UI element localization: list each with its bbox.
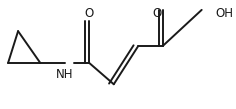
Text: OH: OH <box>215 7 233 20</box>
Text: NH: NH <box>56 68 74 81</box>
Text: O: O <box>85 7 94 20</box>
Text: O: O <box>152 7 162 20</box>
